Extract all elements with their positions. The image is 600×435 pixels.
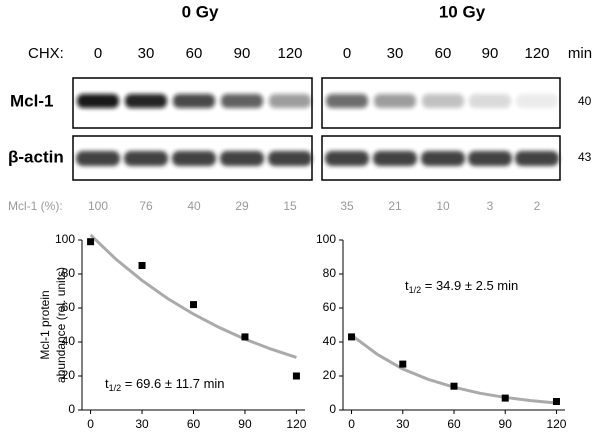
band bbox=[221, 94, 263, 108]
x-tick-label: 90 bbox=[499, 417, 513, 431]
annotation: t1/2 = 69.6 ± 11.7 min bbox=[105, 376, 225, 393]
lane-label: 30 bbox=[138, 45, 155, 62]
band bbox=[468, 151, 512, 166]
lane-label: 60 bbox=[435, 45, 452, 62]
x-tick-label: 30 bbox=[135, 417, 149, 431]
lane-label: 90 bbox=[234, 45, 251, 62]
band bbox=[422, 94, 464, 108]
y-tick-label: 100 bbox=[316, 232, 336, 246]
y-tick-label: 20 bbox=[62, 368, 76, 382]
data-point bbox=[292, 372, 300, 380]
y-tick-label: 100 bbox=[55, 232, 75, 246]
band bbox=[469, 94, 511, 108]
x-tick-label: 0 bbox=[87, 417, 94, 431]
lane-label: 0 bbox=[94, 45, 102, 62]
lane-label: 90 bbox=[482, 45, 499, 62]
data-point bbox=[348, 333, 356, 341]
chx-label: CHX: bbox=[28, 45, 64, 62]
y-axis-label: abundance (rel. units) bbox=[54, 267, 68, 383]
group-title: 0 Gy bbox=[182, 2, 219, 21]
lane-label: 120 bbox=[277, 45, 302, 62]
row-label: Mcl-1 bbox=[10, 91, 53, 110]
fit-curve bbox=[89, 233, 297, 359]
band bbox=[220, 151, 264, 166]
pct-value: 40 bbox=[187, 199, 201, 213]
y-tick-label: 20 bbox=[323, 368, 337, 382]
pct-value: 21 bbox=[388, 199, 402, 213]
data-point bbox=[450, 382, 458, 390]
group-title: 10 Gy bbox=[439, 2, 486, 21]
pct-value: 100 bbox=[88, 199, 108, 213]
x-tick-label: 60 bbox=[187, 417, 201, 431]
pct-value: 35 bbox=[340, 199, 354, 213]
y-tick-label: 0 bbox=[329, 402, 336, 416]
y-tick-label: 80 bbox=[323, 266, 337, 280]
y-tick-label: 60 bbox=[62, 300, 76, 314]
annotation-part: = 34.9 ± 2.5 min bbox=[421, 278, 518, 293]
annotation-part: t bbox=[405, 278, 409, 293]
band bbox=[77, 94, 119, 108]
pct-value: 3 bbox=[487, 199, 494, 213]
pct-value: 76 bbox=[139, 199, 153, 213]
band bbox=[421, 151, 465, 166]
band bbox=[373, 151, 417, 166]
y-tick-label: 0 bbox=[68, 402, 75, 416]
pct-label: Mcl-1 (%): bbox=[8, 199, 63, 213]
pct-value: 2 bbox=[534, 199, 541, 213]
x-tick-label: 120 bbox=[546, 417, 566, 431]
band bbox=[269, 94, 311, 108]
y-tick-label: 40 bbox=[62, 334, 76, 348]
data-point bbox=[87, 238, 95, 246]
lane-label: 0 bbox=[343, 45, 351, 62]
blot-bands bbox=[76, 94, 559, 166]
lane-label: 60 bbox=[186, 45, 203, 62]
data-point bbox=[138, 262, 146, 269]
band bbox=[515, 151, 559, 166]
y-tick-label: 80 bbox=[62, 266, 76, 280]
band bbox=[124, 151, 168, 166]
band bbox=[326, 94, 368, 108]
unit-label: min bbox=[568, 45, 592, 62]
pct-value: 15 bbox=[283, 199, 297, 213]
x-tick-label: 90 bbox=[238, 417, 252, 431]
band bbox=[173, 94, 215, 108]
annotation-part: = 69.6 ± 11.7 min bbox=[121, 376, 224, 391]
x-tick-label: 30 bbox=[396, 417, 410, 431]
x-tick-label: 120 bbox=[286, 417, 306, 431]
band bbox=[76, 151, 120, 166]
y-tick-label: 40 bbox=[323, 334, 337, 348]
annotation-part: t bbox=[105, 376, 109, 391]
band bbox=[125, 94, 167, 108]
y-tick-label: 60 bbox=[323, 300, 337, 314]
data-point bbox=[241, 333, 249, 341]
row-label: β-actin bbox=[8, 147, 64, 166]
data-point bbox=[399, 360, 407, 368]
band bbox=[374, 94, 416, 108]
pct-value: 29 bbox=[235, 199, 249, 213]
annotation-part: 1/2 bbox=[409, 285, 422, 295]
pct-value: 10 bbox=[436, 199, 450, 213]
x-tick-label: 60 bbox=[447, 417, 461, 431]
band bbox=[325, 151, 369, 166]
data-point bbox=[552, 398, 560, 405]
lane-label: 120 bbox=[524, 45, 549, 62]
band bbox=[268, 151, 312, 166]
band bbox=[516, 94, 558, 108]
x-tick-label: 0 bbox=[348, 417, 355, 431]
band bbox=[172, 151, 216, 166]
mw-label: 40 bbox=[578, 94, 592, 108]
data-point bbox=[190, 301, 197, 309]
annotation-part: 1/2 bbox=[109, 383, 122, 393]
data-point bbox=[501, 394, 509, 402]
annotation: t1/2 = 34.9 ± 2.5 min bbox=[405, 278, 518, 295]
fit-curve bbox=[350, 333, 557, 405]
y-axis-label: Mcl-1 protein bbox=[38, 290, 52, 359]
lane-label: 30 bbox=[387, 45, 404, 62]
mw-label: 43 bbox=[578, 150, 592, 164]
